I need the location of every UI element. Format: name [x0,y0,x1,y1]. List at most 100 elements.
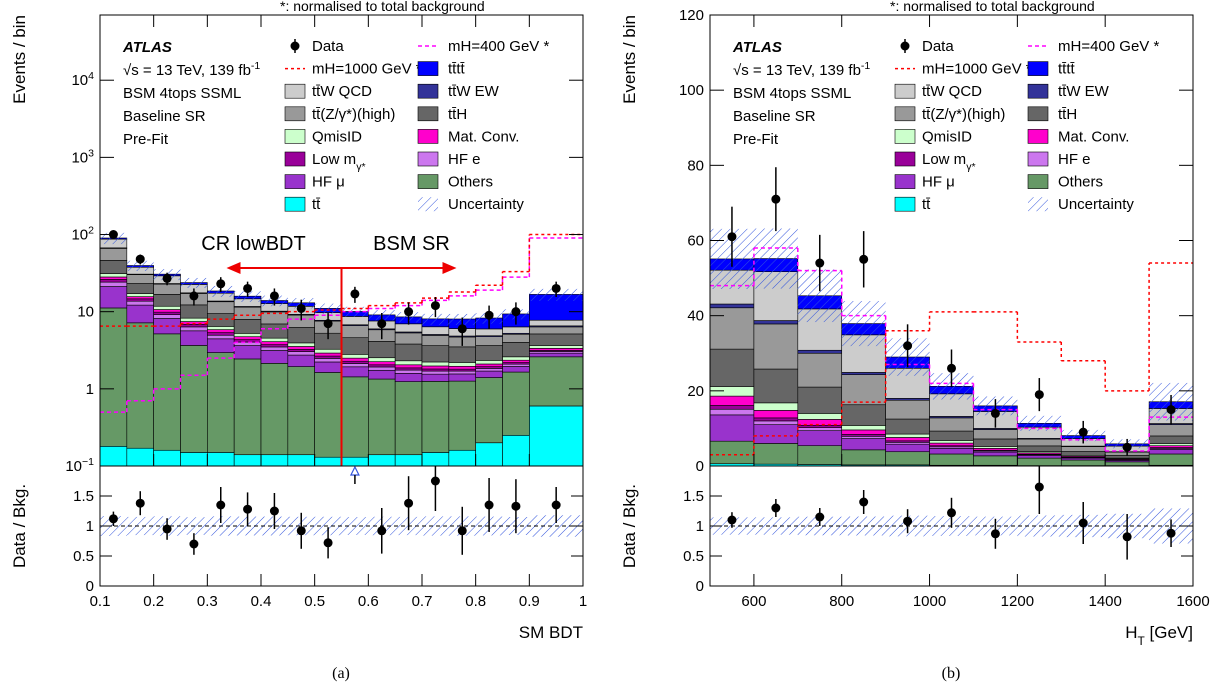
data-point [484,310,494,320]
y-tick-label-main: 10 [71,149,88,166]
legend-label: HF μ [922,174,955,191]
region-label: CR lowBDT [201,233,305,255]
stack-segment [475,370,503,378]
stack-segment [368,341,396,359]
stack-segment [341,366,369,378]
x-tick-label: 0.8 [465,593,486,610]
ratio-point [903,516,913,526]
stack-segment [753,443,799,465]
data-point [323,319,333,329]
stack-segment [153,305,181,310]
data-point [1078,427,1088,437]
stack-segment [753,323,799,370]
stack-segment [709,408,755,416]
legend-key [894,196,916,212]
data-point [269,291,279,301]
stack-segment [180,345,208,453]
region-text: BSM 4tops SSML [123,85,241,102]
stack-segment [797,386,843,414]
caption: (b) [942,665,961,682]
stack-segment [99,273,128,278]
stack-segment [207,452,235,467]
stack-segment [341,360,369,364]
stack-segment [99,281,128,287]
y-tick-label: 0 [696,458,704,475]
stack-segment [841,436,886,439]
stack-segment [287,342,315,347]
legend-key [417,151,439,167]
legend-label: tt̄ [312,196,321,213]
ratio-point [727,515,737,525]
stack-segment [207,332,235,336]
y-tick-label: 120 [679,7,704,24]
x-tick-label: 0.9 [519,593,540,610]
stack-segment [1104,455,1150,459]
stack-segment [1017,445,1062,452]
stack-segment [841,425,886,431]
stack-segment [394,369,423,374]
stack-segment [341,316,369,326]
stack-segment [233,345,262,360]
stack-segment [394,360,423,366]
stack-segment [841,449,886,466]
data-point [404,307,414,317]
data-point [551,283,561,293]
y-tick-label: 0 [696,578,704,595]
stack-segment [475,345,503,361]
legend-label: Data [312,38,344,55]
x-tick-label: 1000 [913,593,946,610]
data-point [990,408,1000,418]
y-tick-label: 10 [77,304,94,321]
data-point [189,291,199,301]
stack-segment [341,354,369,359]
data-point [1034,390,1044,400]
region-text: Pre-Fit [123,131,169,148]
x-tick-label: 0.2 [143,593,164,610]
stack-segment [529,326,584,335]
ratio-point [859,497,869,507]
ratio-point [296,526,306,536]
stack-segment [475,368,503,372]
stack-segment [502,326,530,334]
ratio-point [484,500,494,510]
x-tick-label: 0.5 [304,593,325,610]
ratio-point [404,498,414,508]
stack-segment [1060,446,1106,452]
stack-segment [207,334,235,340]
stack-segment [341,456,369,467]
stack-segment [753,368,799,404]
legend-key [290,41,300,51]
stack-segment [99,248,128,261]
stack-segment [180,304,208,319]
stack-segment [502,356,530,361]
y-tick-label-main: 10 [71,227,88,244]
legend-key [894,129,916,144]
stack-segment [709,395,755,406]
stack-segment [475,363,503,367]
stack-segment [1060,459,1106,466]
stack-segment [153,333,181,451]
stack-segment [126,296,154,300]
legend-label: mH=1000 GeV * [922,61,1032,78]
ratio-point [1078,518,1088,528]
ratio-point [1034,482,1044,492]
stack-segment [99,279,128,283]
stack-segment [753,420,799,425]
ratio-point [243,504,253,514]
stack-segment [475,377,503,444]
stack-segment [153,449,181,467]
stack-segment [421,381,450,453]
stack-segment [929,442,974,447]
stack-segment [885,433,930,438]
data-point [859,254,869,264]
stack-segment [929,417,974,432]
legend-label-sub: γ* [966,161,975,173]
legend-key [418,197,438,212]
stack-segment [180,330,208,346]
legend-label: Uncertainty [1058,196,1134,213]
legend-key [1027,83,1049,99]
legend-key [417,83,439,99]
ratio-point [430,476,440,486]
stack-segment [287,346,315,350]
stack-segment [287,354,315,367]
